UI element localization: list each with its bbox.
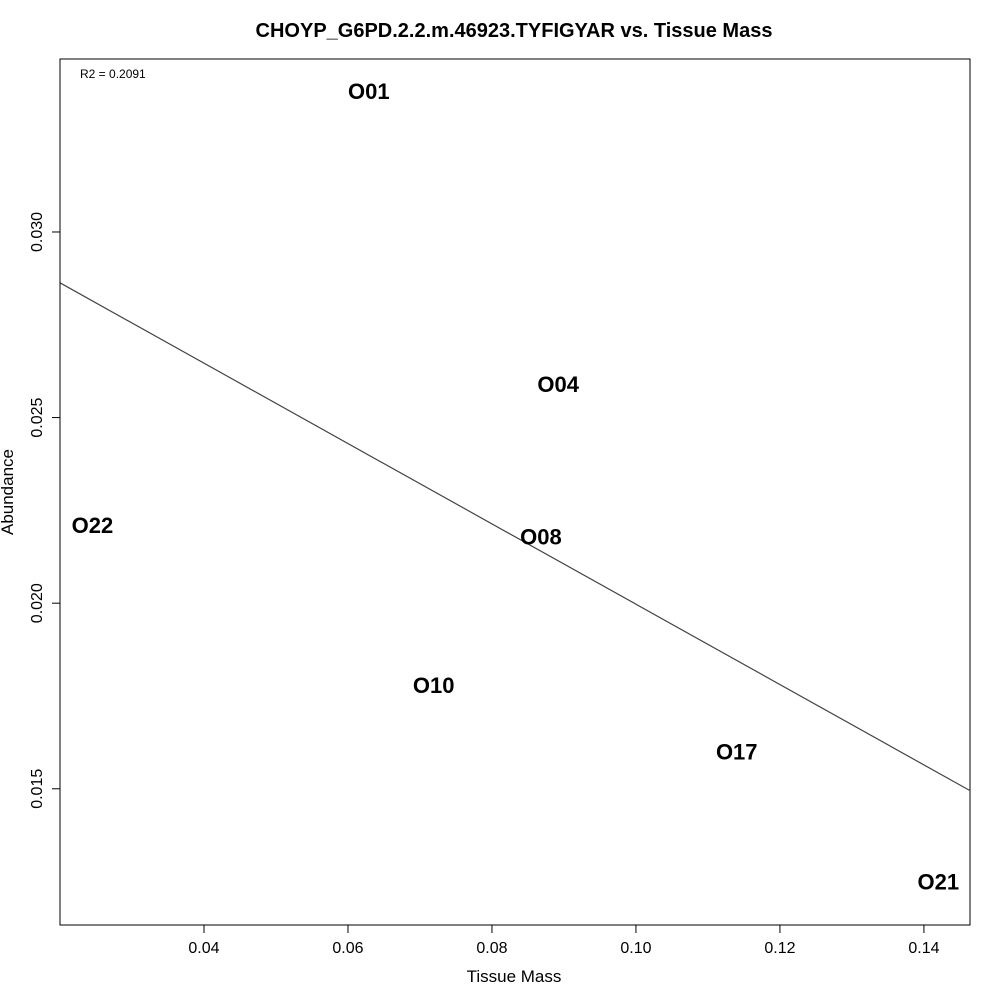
point-label-o22: O22 bbox=[72, 513, 114, 538]
y-axis: 0.015 0.020 0.025 0.030 bbox=[29, 212, 61, 809]
x-tick-label: 0.10 bbox=[620, 940, 651, 957]
point-label-o21: O21 bbox=[918, 870, 960, 895]
x-tick-label: 0.12 bbox=[764, 940, 795, 957]
point-label-o10: O10 bbox=[413, 673, 455, 698]
x-tick-label: 0.08 bbox=[476, 940, 507, 957]
regression-layer bbox=[59, 282, 971, 792]
points-layer: O01 O04 O08 O10 O17 O21 O22 bbox=[72, 79, 960, 895]
x-tick-label: 0.14 bbox=[908, 940, 939, 957]
point-label-o01: O01 bbox=[348, 79, 390, 104]
y-tick-label: 0.015 bbox=[29, 769, 46, 809]
regression-line bbox=[59, 282, 971, 792]
x-axis-label: Tissue Mass bbox=[467, 967, 562, 986]
x-axis: 0.04 0.06 0.08 0.10 0.12 0.14 bbox=[188, 924, 940, 957]
point-label-o08: O08 bbox=[520, 524, 562, 549]
plot-frame bbox=[59, 58, 971, 926]
y-axis-label: Abundance bbox=[0, 449, 17, 535]
y-tick-label: 0.030 bbox=[29, 212, 46, 252]
point-label-o04: O04 bbox=[537, 372, 579, 397]
point-label-o17: O17 bbox=[716, 740, 758, 765]
x-tick-label: 0.06 bbox=[332, 940, 363, 957]
y-tick-label: 0.025 bbox=[29, 397, 46, 437]
r2-annotation: R2 = 0.2091 bbox=[80, 67, 146, 81]
x-tick-label: 0.04 bbox=[188, 940, 219, 957]
y-tick-label: 0.020 bbox=[29, 583, 46, 623]
chart-title: CHOYP_G6PD.2.2.m.46923.TYFIGYAR vs. Tiss… bbox=[256, 20, 773, 42]
